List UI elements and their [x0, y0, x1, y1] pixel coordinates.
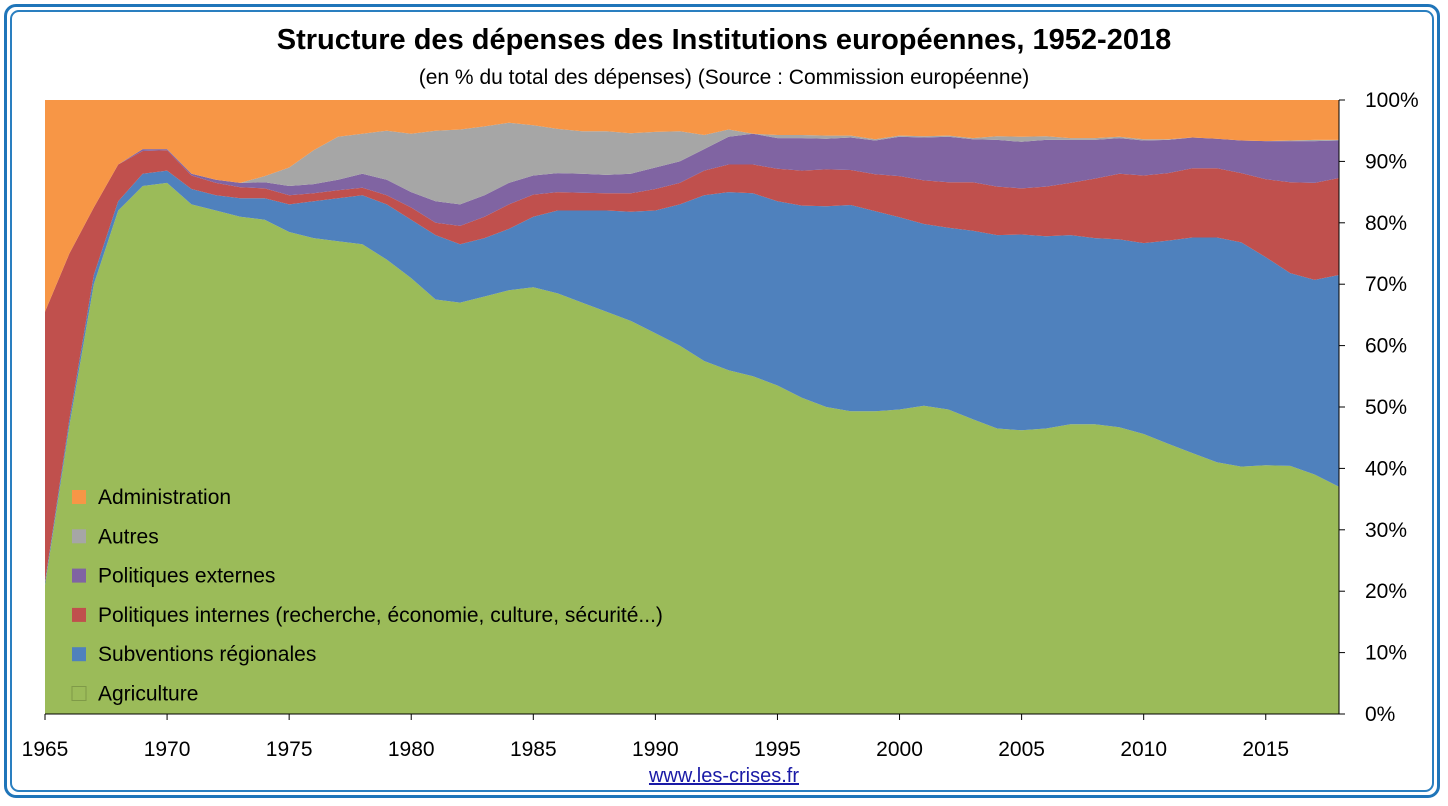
y-tick-label: 80%: [1365, 212, 1407, 235]
x-tick-label: 1995: [754, 738, 801, 761]
x-tick-label: 2000: [876, 738, 923, 761]
chart-subtitle: (en % du total des dépenses) (Source : C…: [418, 66, 1030, 89]
inner-frame: [10, 10, 1434, 792]
chart-title: Structure des dépenses des Institutions …: [276, 24, 1172, 56]
y-tick-label: 10%: [1365, 642, 1407, 665]
x-tick-label: 1975: [266, 738, 313, 761]
legend: Administration Autres Politiques externes P…: [71, 486, 663, 706]
y-tick-label: 30%: [1365, 519, 1407, 542]
y-tick-label: 70%: [1365, 273, 1407, 296]
legend-swatch: [72, 568, 86, 583]
y-tick-label: 90%: [1365, 150, 1407, 173]
legend-swatch: [72, 647, 86, 662]
y-tick-label: 50%: [1365, 396, 1407, 419]
x-tick-label: 1980: [388, 738, 435, 761]
y-tick-label: 60%: [1365, 335, 1407, 358]
area-series-group: [45, 100, 1339, 714]
area-0: [45, 182, 1339, 714]
axes-group: 1965 1970 1975 1980 1985 1990 1995 2000 2005 2010…: [22, 89, 1419, 761]
area-1: [45, 170, 1339, 586]
source-link[interactable]: www.les-crises.fr: [648, 765, 799, 787]
area-3: [45, 133, 1339, 312]
x-tick-label: 2010: [1120, 738, 1167, 761]
x-tick-label: 2005: [998, 738, 1045, 761]
legend-label: Agriculture: [98, 683, 198, 706]
x-tick-label: 1990: [632, 738, 679, 761]
area-5: [45, 100, 1339, 312]
legend-label: Politiques internes (recherche, économie…: [98, 604, 663, 627]
x-tick-label: 2015: [1242, 738, 1289, 761]
y-tick-label: 100%: [1365, 89, 1419, 112]
x-tick-label: 1985: [510, 738, 557, 761]
y-tick-label: 0%: [1365, 703, 1395, 726]
legend-label: Administration: [98, 486, 231, 509]
legend-swatch: [71, 686, 87, 701]
legend-swatch: [72, 607, 86, 622]
outer-frame: [4, 4, 1440, 798]
area-4: [45, 122, 1339, 312]
legend-label: Politiques externes: [98, 565, 275, 588]
y-tick-label: 40%: [1365, 457, 1407, 480]
x-tick-label: 1965: [22, 738, 69, 761]
legend-swatch: [72, 490, 86, 504]
legend-swatch: [72, 529, 86, 544]
area-2: [45, 150, 1339, 583]
x-tick-label: 1970: [144, 738, 191, 761]
legend-label: Subventions régionales: [98, 643, 316, 666]
y-tick-label: 20%: [1365, 580, 1407, 603]
legend-label: Autres: [98, 525, 159, 548]
